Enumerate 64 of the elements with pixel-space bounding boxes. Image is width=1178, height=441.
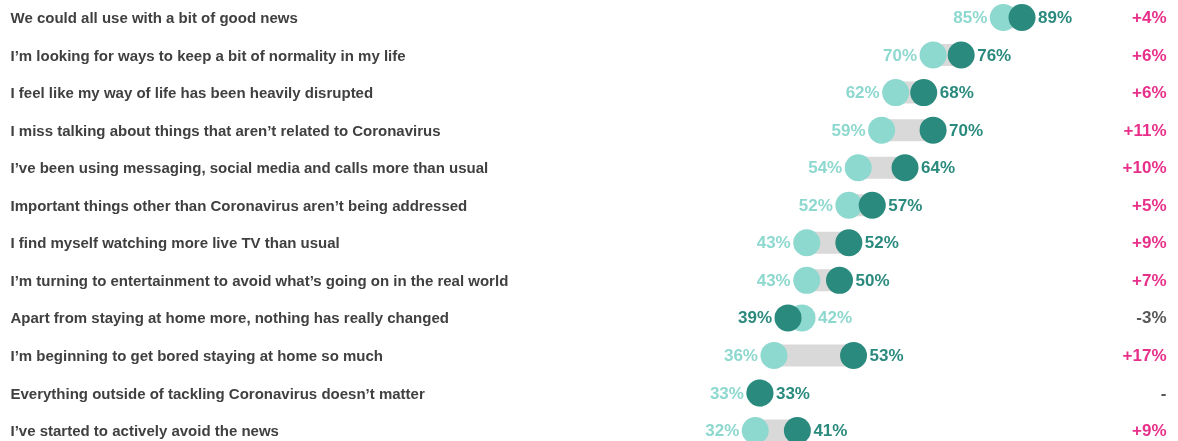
y-tick-label: Important things other than Coronavirus aren’t being addressed: [10, 196, 468, 214]
point: [910, 79, 938, 107]
y-tick-label: I’m turning to entertainment to avoid what’s going on in the real world: [10, 271, 509, 289]
y-tick-label: I feel like my way of life has been heavily disrupted: [10, 84, 374, 102]
point: [774, 304, 802, 332]
point: [793, 266, 821, 294]
point: [835, 229, 863, 257]
point: [826, 266, 853, 294]
y-tick-label: I’m looking for ways to keep a bit of normality in my life: [10, 46, 406, 64]
point: [844, 154, 872, 182]
text: -: [1160, 384, 1167, 403]
data-label: 62%: [845, 83, 880, 103]
text: +9%: [1132, 421, 1167, 441]
data-label: 54%: [808, 158, 843, 178]
text: +11%: [1123, 120, 1167, 140]
text: +7%: [1132, 270, 1167, 290]
y-tick-label: I find myself watching more live TV than usual: [10, 234, 340, 252]
data-label: 39%: [738, 308, 773, 328]
point: [840, 341, 868, 369]
text: +6%: [1132, 83, 1167, 103]
point: [947, 41, 975, 69]
data-label: 68%: [939, 83, 974, 103]
point: [891, 154, 919, 182]
data-label: 36%: [723, 345, 758, 365]
data-label: 50%: [855, 270, 890, 290]
data-label: 89%: [1038, 8, 1073, 27]
data-label: 42%: [818, 308, 853, 328]
point: [1008, 4, 1036, 31]
point: [919, 116, 947, 144]
y-tick-label: I’ve been using messaging, social media and calls more than usual: [10, 159, 489, 177]
data-label: 70%: [949, 120, 984, 140]
data-label: 85%: [953, 8, 988, 27]
text: +17%: [1122, 345, 1167, 365]
text: +10%: [1122, 158, 1167, 178]
data-label: 76%: [977, 45, 1012, 65]
data-label: 43%: [756, 270, 791, 290]
data-label: 52%: [798, 195, 833, 215]
text: +6%: [1132, 45, 1167, 65]
text: +5%: [1132, 195, 1167, 215]
y-tick-label: Apart from staying at home more, nothing has really changed: [10, 309, 449, 327]
y-tick-label: I’ve started to actively avoid the news: [10, 422, 279, 440]
text: +9%: [1132, 233, 1167, 253]
y-tick-label: Everything outside of tackling Coronavirus doesn’t matter: [10, 384, 425, 402]
data-label: 33%: [709, 383, 744, 403]
data-label: 59%: [831, 120, 866, 140]
y-tick-label: We could all use with a bit of good news: [10, 9, 298, 26]
point: [760, 341, 788, 369]
point: [868, 116, 896, 144]
data-label: 32%: [705, 421, 740, 441]
y-tick-label: I miss talking about things that aren’t related to Coronavirus: [10, 121, 441, 139]
data-label: 41%: [813, 421, 848, 441]
y-tick-label: I’m beginning to get bored staying at home so much: [10, 346, 384, 364]
data-label: 64%: [921, 158, 956, 178]
data-label: 52%: [864, 233, 899, 253]
point: [919, 41, 947, 69]
data-label: 53%: [869, 345, 904, 365]
data-label: 33%: [775, 383, 810, 403]
data-label: 43%: [756, 233, 791, 253]
text: +4%: [1132, 8, 1167, 27]
data-label: 70%: [883, 45, 918, 65]
data-label: 57%: [888, 195, 923, 215]
text: -3%: [1136, 308, 1167, 328]
point: [882, 79, 910, 107]
point: [793, 229, 821, 257]
